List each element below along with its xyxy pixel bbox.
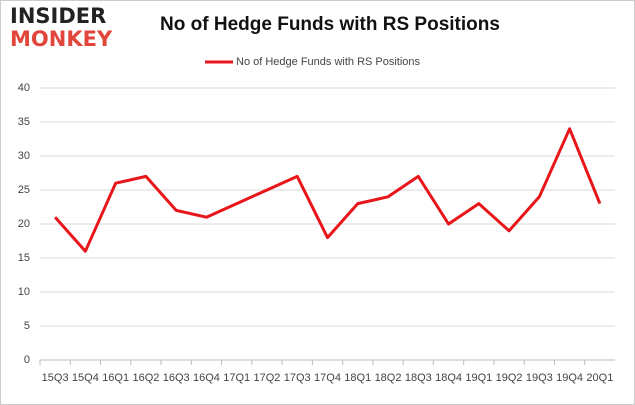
- legend: No of Hedge Funds with RS Positions: [205, 56, 421, 68]
- y-tick-label: 15: [18, 252, 30, 264]
- y-tick-label: 40: [18, 82, 30, 94]
- x-tick-label: 15Q4: [72, 372, 99, 384]
- x-tick-label: 16Q4: [193, 372, 220, 384]
- x-tick-label: 15Q3: [42, 372, 69, 384]
- x-tick-label: 19Q2: [496, 372, 523, 384]
- y-tick-label: 20: [18, 218, 30, 230]
- x-tick-label: 17Q3: [284, 372, 311, 384]
- y-tick-label: 0: [24, 354, 30, 366]
- chart-title: No of Hedge Funds with RS Positions: [160, 14, 500, 35]
- logo-bottom: MONKEY: [10, 27, 113, 51]
- x-tick-label: 16Q1: [102, 372, 129, 384]
- x-tick-label: 20Q1: [586, 372, 613, 384]
- x-tick-label: 16Q3: [163, 372, 190, 384]
- y-tick-label: 5: [24, 320, 30, 332]
- legend-label: No of Hedge Funds with RS Positions: [236, 56, 421, 68]
- x-tick-label: 19Q3: [526, 372, 553, 384]
- y-tick-label: 30: [18, 150, 30, 162]
- x-tick-label: 18Q2: [375, 372, 402, 384]
- y-tick-label: 25: [18, 184, 30, 196]
- x-tick-label: 17Q2: [254, 372, 281, 384]
- x-tick-label: 19Q1: [465, 372, 492, 384]
- logo-top: INSIDER: [10, 4, 106, 28]
- x-tick-label: 16Q2: [132, 372, 159, 384]
- y-tick-label: 10: [18, 286, 30, 298]
- x-tick-label: 18Q4: [435, 372, 462, 384]
- x-tick-label: 18Q1: [344, 372, 371, 384]
- x-tick-label: 18Q3: [405, 372, 432, 384]
- x-tick-label: 17Q4: [314, 372, 341, 384]
- x-tick-label: 17Q1: [223, 372, 250, 384]
- y-tick-label: 35: [18, 116, 30, 128]
- x-tick-label: 19Q4: [556, 372, 583, 384]
- series-line: [54, 127, 602, 253]
